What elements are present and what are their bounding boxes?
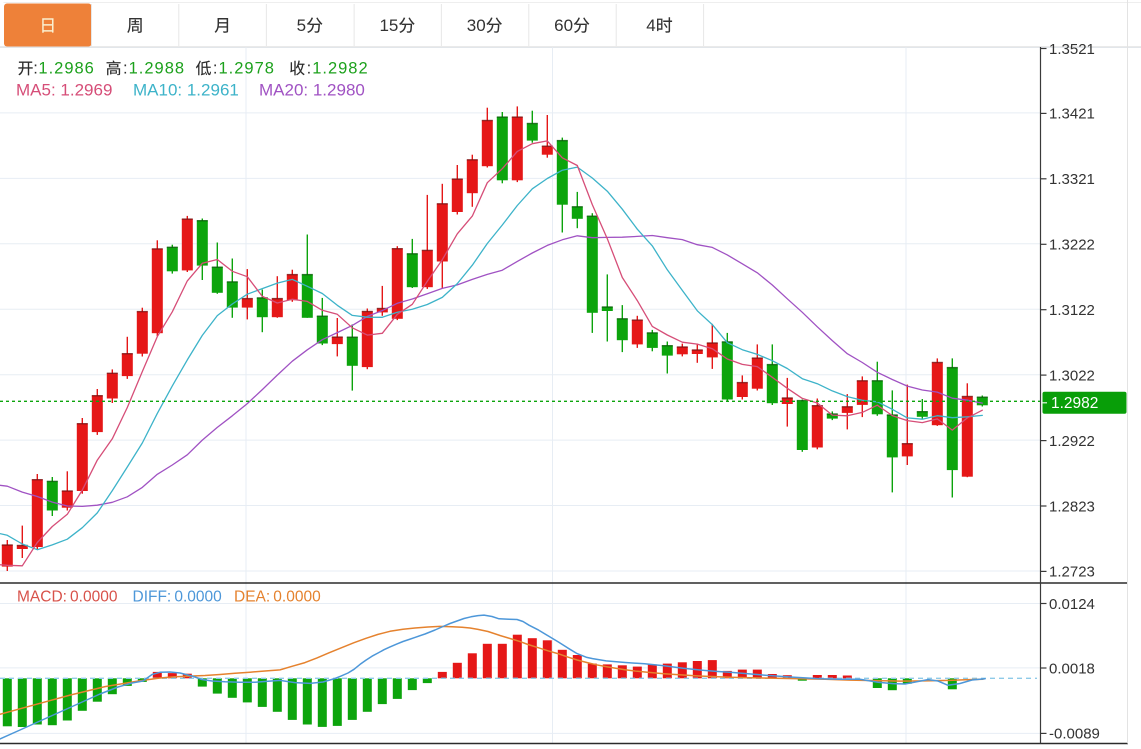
- svg-text:1.2988: 1.2988: [129, 60, 185, 78]
- svg-text:5: 5: [297, 16, 306, 35]
- svg-text:1.3022: 1.3022: [1049, 367, 1095, 384]
- svg-text:1.3222: 1.3222: [1049, 237, 1095, 254]
- svg-text:MA5: 1.2969: MA5: 1.2969: [16, 81, 112, 100]
- svg-text:MA20: 1.2980: MA20: 1.2980: [259, 81, 365, 100]
- svg-text:4: 4: [646, 16, 655, 35]
- svg-text::: :: [33, 60, 38, 78]
- svg-text:MA10: 1.2961: MA10: 1.2961: [133, 81, 239, 100]
- svg-text:-0.0089: -0.0089: [1049, 726, 1100, 743]
- svg-text:1.3321: 1.3321: [1049, 171, 1095, 188]
- svg-text:0.0124: 0.0124: [1049, 596, 1095, 613]
- svg-text:1.2978: 1.2978: [219, 60, 275, 78]
- svg-text:1.3521: 1.3521: [1049, 41, 1095, 58]
- svg-text:1.2986: 1.2986: [38, 60, 94, 78]
- svg-text::: :: [213, 60, 218, 78]
- svg-text:DEA: 0.0000: DEA: 0.0000: [234, 589, 321, 606]
- svg-text:60: 60: [554, 16, 573, 35]
- svg-text:DIFF: 0.0000: DIFF: 0.0000: [133, 589, 223, 606]
- svg-text:30: 30: [467, 16, 486, 35]
- svg-text:1.3122: 1.3122: [1049, 302, 1095, 319]
- svg-text:1.2922: 1.2922: [1049, 433, 1095, 450]
- svg-text:1.2982: 1.2982: [312, 60, 368, 78]
- svg-text:0.0018: 0.0018: [1049, 660, 1095, 677]
- svg-text:1.2823: 1.2823: [1049, 498, 1095, 515]
- svg-text:MACD: 0.0000: MACD: 0.0000: [17, 589, 118, 606]
- svg-text:1.2723: 1.2723: [1049, 564, 1095, 581]
- svg-text:1.3421: 1.3421: [1049, 106, 1095, 123]
- svg-text::: :: [123, 60, 128, 78]
- svg-text::: :: [307, 60, 312, 78]
- svg-text:15: 15: [379, 16, 398, 35]
- svg-text:1.2982: 1.2982: [1051, 395, 1098, 412]
